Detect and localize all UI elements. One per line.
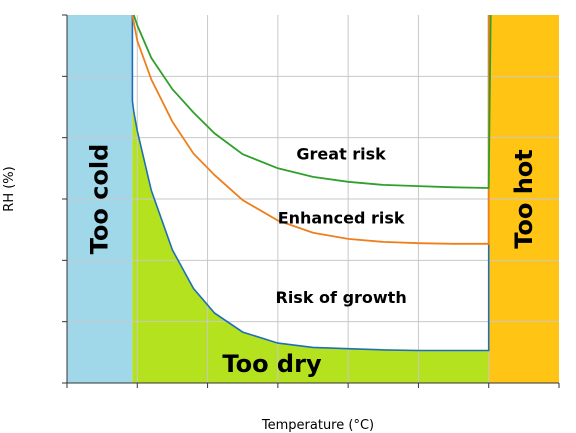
series-line-great [132,14,492,189]
y-axis-title: RH (%) [2,166,17,211]
region-labels: Too cold Too hot Too dry Great risk Enhanced… [86,144,538,378]
x-axis-title: Temperature (°C) [261,418,374,433]
series-lines [131,14,492,352]
series-line-enhanced [131,14,490,245]
label-too-cold: Too cold [86,144,114,255]
label-too-hot: Too hot [510,149,538,249]
label-too-dry: Too dry [222,350,322,378]
axis-ticks [62,14,560,388]
series-line-growth [131,15,490,352]
region-too-dry [132,100,489,384]
risk-label: Risk of growth [276,288,407,307]
risk-label: Enhanced risk [278,209,405,228]
risk-label: Great risk [296,145,386,164]
